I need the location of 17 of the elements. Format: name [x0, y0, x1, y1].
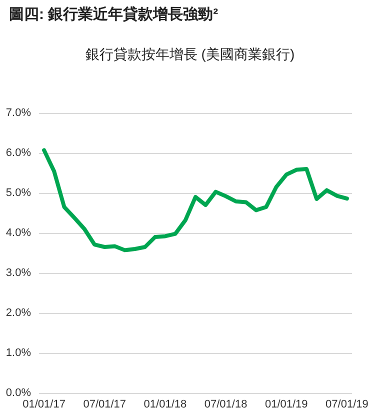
- line-series: [42, 148, 349, 252]
- y-tick-label: 3.0%: [6, 267, 32, 279]
- y-tick-label: 7.0%: [6, 107, 32, 119]
- y-tick-label: 5.0%: [6, 187, 32, 199]
- x-tick-label: 07/01/19: [326, 398, 368, 410]
- chart-subtitle: 銀行貸款按年增長 (美國商業銀行): [85, 46, 295, 62]
- x-tick-label: 01/01/18: [144, 398, 187, 410]
- chart-title: 圖四: 銀行業近年貸款增長強勁²: [9, 5, 218, 23]
- y-tick-label: 1.0%: [6, 347, 32, 359]
- y-tick-label: 0.0%: [6, 387, 32, 399]
- x-tick-label: 01/01/19: [264, 398, 308, 410]
- y-tick-label: 4.0%: [6, 227, 32, 239]
- x-tick-label: 07/01/18: [204, 398, 248, 410]
- x-tick-label: 01/01/17: [22, 398, 66, 410]
- y-tick-label: 6.0%: [6, 147, 32, 159]
- y-tick-label: 2.0%: [6, 307, 32, 319]
- x-tick-label: 07/01/17: [83, 398, 126, 410]
